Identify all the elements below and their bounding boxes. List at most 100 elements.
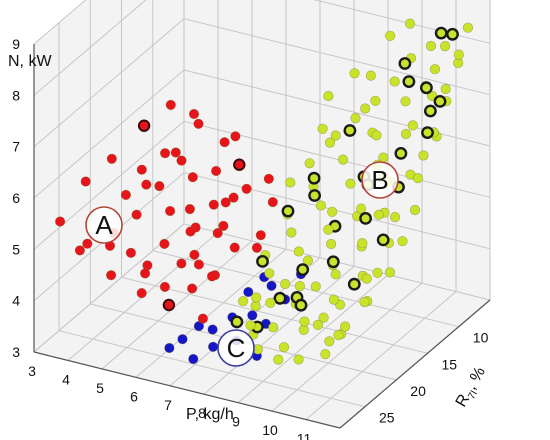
x-tick-label: 7 — [164, 397, 172, 413]
z-tick-label: 7 — [12, 139, 20, 155]
data-point-series-3 — [324, 336, 335, 347]
cluster-annotations: A B C — [85, 161, 399, 367]
data-point-series-3 — [371, 130, 382, 141]
data-point-series-3 — [315, 200, 327, 211]
data-point-series-1 — [74, 245, 85, 256]
data-point-series-3 — [323, 224, 334, 235]
data-point-series-3 — [326, 238, 337, 250]
data-point-series-1 — [165, 205, 176, 217]
y-tick-label: 15 — [442, 356, 458, 372]
data-point-series-1-outlined — [233, 158, 246, 171]
data-point-series-1 — [218, 220, 229, 231]
data-point-series-4 — [308, 189, 321, 202]
data-point-series-4 — [230, 315, 244, 329]
data-point-series-3 — [373, 209, 384, 220]
data-point-series-3 — [365, 70, 377, 81]
data-point-series-2 — [243, 286, 254, 298]
data-point-series-3 — [317, 123, 328, 134]
data-point-series-1 — [219, 137, 230, 148]
cluster-circle-b — [361, 161, 399, 199]
data-point-series-1 — [251, 242, 262, 253]
data-point-series-1 — [193, 259, 204, 270]
data-point-series-4 — [256, 254, 269, 268]
y-tick-label: 20 — [410, 383, 426, 399]
x-tick-label: 10 — [262, 422, 278, 438]
data-point-series-4 — [398, 57, 412, 70]
z-tick-label: 3 — [12, 344, 20, 360]
data-point-series-4 — [376, 233, 390, 247]
data-point-series-3 — [268, 322, 279, 333]
data-point-series-4 — [296, 263, 310, 276]
data-point-series-4 — [343, 124, 357, 137]
data-point-series-3 — [390, 212, 401, 223]
data-point-series-3 — [345, 178, 356, 189]
z-gridline-left — [33, 18, 185, 148]
data-point-series-1 — [188, 108, 200, 120]
data-point-series-3 — [324, 137, 336, 148]
y-axis-label: R7I, % — [453, 364, 492, 411]
x-axis-label: P, kg/h — [186, 406, 234, 423]
data-point-series-3 — [357, 238, 368, 249]
data-point-series-1 — [187, 283, 198, 294]
data-point-series-2 — [266, 280, 277, 291]
data-point-series-4 — [419, 81, 433, 95]
data-point-series-4 — [421, 126, 434, 140]
data-point-series-3 — [278, 342, 290, 353]
z-tick-label: 9 — [12, 36, 20, 52]
data-point-series-1 — [184, 204, 195, 215]
data-point-series-3 — [389, 76, 400, 87]
data-point-series-4 — [359, 211, 372, 225]
data-point-series-1 — [230, 131, 241, 142]
data-point-series-3 — [418, 150, 429, 161]
data-point-series-1 — [228, 192, 239, 203]
z-tick-label: 6 — [12, 190, 20, 206]
data-point-series-1 — [165, 99, 176, 110]
data-point-series-4 — [273, 291, 287, 305]
z-gridline-back — [183, 18, 491, 96]
data-point-series-4 — [423, 104, 437, 118]
data-point-series-3 — [264, 268, 275, 279]
data-point-series-1 — [82, 238, 93, 249]
z-tick-label: 8 — [12, 87, 20, 103]
axis-lines — [33, 44, 491, 429]
data-point-series-3 — [440, 83, 451, 95]
data-point-series-3 — [350, 112, 361, 124]
x-tick-label: 8 — [198, 405, 206, 421]
cluster-label-b: B — [371, 165, 388, 195]
data-point-series-4 — [433, 95, 447, 108]
data-point-series-1 — [193, 118, 204, 129]
data-point-series-4 — [281, 204, 295, 218]
data-point-series-3 — [294, 281, 306, 292]
data-point-series-3 — [407, 120, 418, 131]
x-tick-labels: 3456789101112 — [28, 363, 346, 440]
data-point-series-3 — [312, 319, 324, 331]
cluster-label-c: C — [227, 333, 246, 363]
z-gridline-left — [33, 223, 185, 353]
data-point-series-1 — [211, 165, 222, 177]
data-point-series-1 — [208, 199, 219, 210]
z-gridline-left — [33, 69, 185, 199]
data-point-series-1 — [267, 197, 278, 208]
data-point-series-1 — [206, 271, 218, 282]
data-point-series-3 — [310, 281, 321, 292]
data-point-series-3 — [409, 204, 421, 216]
data-point-series-3 — [293, 354, 304, 365]
x-tick-label: 3 — [28, 363, 36, 379]
data-point-series-3 — [397, 236, 408, 247]
back-wall-pane — [184, 0, 490, 300]
data-point-series-3 — [333, 330, 344, 341]
data-point-series-3 — [293, 246, 304, 257]
x-tick-label: 11 — [297, 431, 312, 440]
data-point-series-3 — [330, 130, 341, 141]
data-point-series-3 — [400, 96, 411, 107]
data-point-series-3 — [412, 173, 424, 184]
y-axis-line — [339, 299, 491, 429]
data-point-series-1 — [187, 172, 198, 183]
data-point-series-1 — [220, 197, 231, 208]
x-axis-line — [33, 351, 341, 429]
data-point-series-1 — [189, 249, 200, 260]
x-tick-label: 5 — [96, 380, 104, 396]
data-point-series-3 — [425, 40, 437, 52]
data-point-series-3 — [304, 158, 315, 169]
data-point-series-3 — [245, 320, 256, 331]
